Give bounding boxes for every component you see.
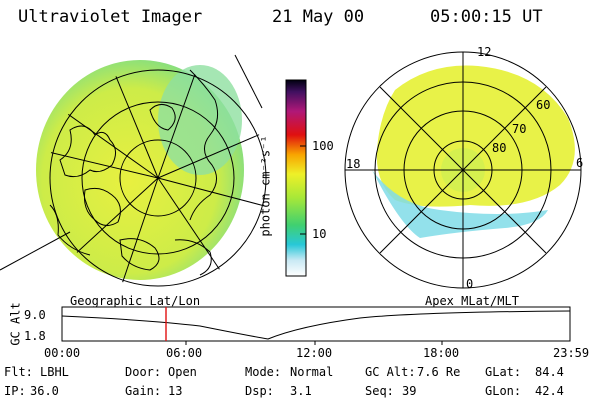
info-mode-value: Normal (290, 365, 334, 379)
info-glon-label: GLon: (485, 384, 522, 398)
color-scale-ticks (300, 145, 306, 235)
info-gain-value: 13 (168, 384, 183, 398)
polar-grid (344, 51, 582, 289)
info-dsp-label: Dsp: (245, 384, 274, 398)
instrument-title: Ultraviolet Imager (18, 7, 203, 27)
timeline-xtick: 23:59 (553, 346, 590, 360)
mlt-label-18: 18 (346, 157, 361, 171)
mlt-label-0: 0 (466, 277, 474, 291)
colorbar-tick-10: 10 (312, 227, 327, 241)
info-flt-value: LBHL (40, 365, 69, 379)
info-gain-label: Gain: (125, 384, 162, 398)
info-seq-value: 39 (402, 384, 417, 398)
geographic-caption: Geographic Lat/Lon (70, 294, 201, 308)
timeline-ytick-high: 9.0 (24, 308, 46, 322)
info-door-label: Door: (125, 365, 162, 379)
timeline-xtick: 06:00 (166, 346, 203, 360)
info-ip-label: IP: (4, 384, 26, 398)
info-door-value: Open (168, 365, 197, 379)
info-glat-label: GLat: (485, 365, 522, 379)
info-mode-label: Mode: (245, 365, 282, 379)
info-dsp-value: 3.1 (290, 384, 312, 398)
geographic-map (0, 54, 268, 288)
info-glat-value: 84.4 (535, 365, 564, 379)
lat-label-70: 70 (512, 122, 527, 136)
info-flt-label: Flt: (4, 365, 33, 379)
info-glon-value: 42.4 (535, 384, 564, 398)
info-gcalt-value: 7.6 Re (417, 365, 461, 379)
coastlines (49, 69, 219, 276)
mlt-label-12: 12 (477, 45, 492, 59)
colorbar-unit-label: photon cm⁻²s⁻¹ (258, 135, 273, 237)
timeline-xtick: 00:00 (44, 346, 81, 360)
info-ip-value: 36.0 (30, 384, 59, 398)
auroral-oval (376, 65, 575, 207)
magnetic-polar-plot (344, 51, 582, 289)
colorbar-tick-100: 100 (312, 139, 334, 153)
latitude-grid (48, 68, 268, 288)
time-label: 05:00:15 UT (430, 7, 543, 27)
timeline-ytick-low: 1.8 (24, 329, 46, 343)
info-seq-label: Seq: (365, 384, 394, 398)
color-scale-bar (285, 79, 307, 277)
timeline-xtick: 12:00 (296, 346, 333, 360)
altitude-curve (61, 310, 571, 340)
info-gcalt-label: GC Alt: (365, 365, 416, 379)
mlt-label-6: 6 (576, 156, 584, 170)
lat-label-80: 80 (492, 141, 507, 155)
timeline-xtick: 18:00 (423, 346, 460, 360)
magnetic-caption: Apex MLat/MLT (425, 294, 519, 308)
altitude-timeline (61, 306, 571, 345)
lat-label-60: 60 (536, 98, 551, 112)
timeline-axis-label: GC Alt (8, 302, 23, 346)
date-label: 21 May 00 (272, 7, 365, 27)
